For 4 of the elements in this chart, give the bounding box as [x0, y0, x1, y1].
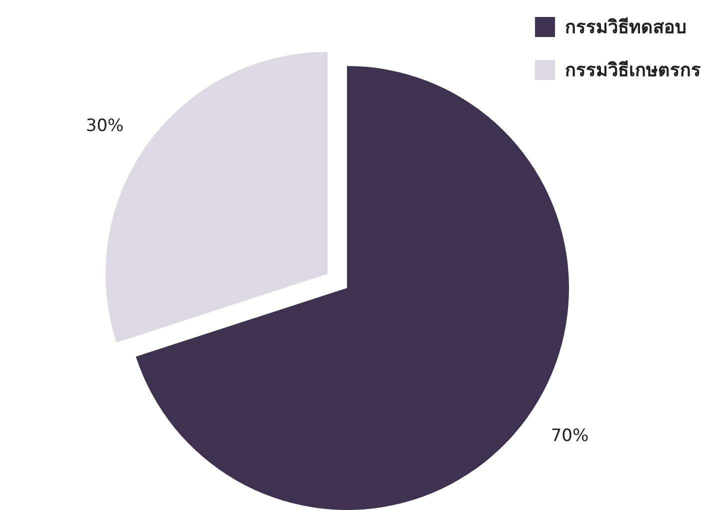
data-label: 70% — [550, 426, 589, 446]
data-label: 30% — [86, 116, 124, 136]
legend-label: กรรมวิธีทดสอบ — [565, 16, 686, 40]
legend-label: กรรมวิธีเกษตรกร — [565, 59, 701, 83]
